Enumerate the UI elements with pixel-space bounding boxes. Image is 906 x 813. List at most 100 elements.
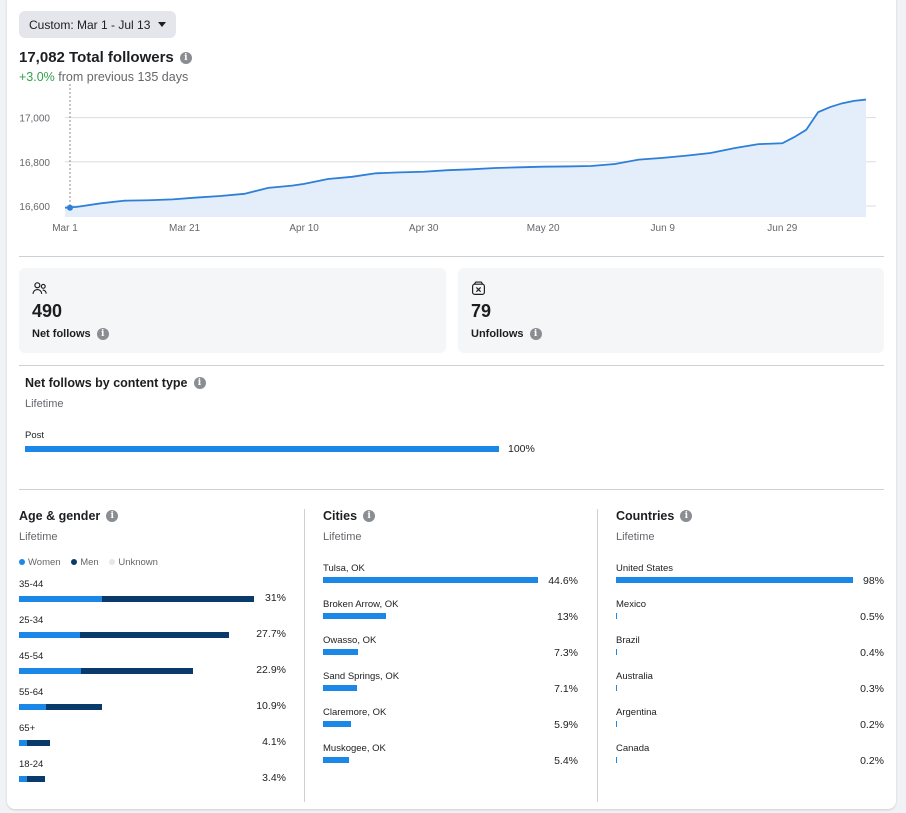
age-row-pct: 27.7% [256, 628, 286, 640]
age-bar-men [102, 596, 254, 602]
cities-period: Lifetime [323, 531, 362, 543]
content-type-period: Lifetime [25, 398, 64, 410]
age-bar-men [45, 704, 102, 710]
country-row-label: Mexico [616, 599, 647, 610]
legend-unknown-label: Unknown [118, 557, 158, 568]
followers-change: +3.0% from previous 135 days [19, 70, 188, 84]
cities-heading: Cities i [323, 509, 376, 523]
age-bar-women [19, 740, 28, 746]
divider [19, 365, 884, 366]
city-row-label: Broken Arrow, OK [323, 599, 399, 610]
date-range-label: Custom: Mar 1 - Jul 13 [29, 17, 151, 32]
city-row-label: Sand Springs, OK [323, 671, 400, 682]
city-row-pct: 7.3% [554, 647, 578, 659]
change-suffix: from previous 135 days [54, 70, 189, 84]
unfollows-label: Unfollows [471, 328, 524, 340]
legend-unknown: Unknown [109, 557, 158, 568]
divider [19, 489, 884, 490]
city-bar [323, 685, 358, 691]
country-bar [616, 685, 617, 691]
info-icon[interactable]: i [363, 510, 376, 522]
city-bar [323, 613, 386, 619]
age-row-label: 35-44 [19, 579, 44, 590]
country-bar [616, 649, 617, 655]
hover-marker-dot [67, 204, 73, 211]
country-bar [616, 613, 618, 619]
legend-women-label: Women [28, 557, 61, 568]
age-bar-women [19, 668, 82, 674]
age-gender-legend: Women Men Unknown [19, 557, 158, 568]
country-row-pct: 0.4% [860, 647, 884, 659]
x-tick-label: May 20 [527, 223, 560, 234]
country-row-label: Australia [616, 671, 653, 682]
series-line [64, 98, 867, 209]
age-bar-men [26, 776, 45, 782]
net-follows-value: 490 [32, 301, 63, 321]
age-row-label: 25-34 [19, 615, 44, 626]
x-tick-label: Apr 30 [409, 223, 439, 234]
city-row-pct: 5.4% [554, 755, 578, 767]
content-type-title: Net follows by content type [25, 376, 188, 390]
age-bar-women [19, 596, 103, 602]
column-divider [304, 509, 305, 802]
country-row-label: Brazil [616, 635, 640, 646]
city-row-pct: 13% [556, 611, 578, 623]
unfollows-value: 79 [471, 301, 492, 321]
country-bar [616, 757, 617, 763]
net-follows-label-row: Net follows i [32, 328, 109, 340]
column-divider [597, 509, 598, 802]
total-followers-text: 17,082 Total followers [19, 49, 174, 66]
age-gender-title: Age & gender [19, 509, 101, 523]
cities-title: Cities [323, 509, 358, 523]
city-bar [323, 721, 352, 727]
legend-women-dot [19, 559, 25, 566]
country-row-label: Argentina [616, 707, 657, 718]
info-icon[interactable]: i [96, 328, 109, 340]
city-bar [323, 649, 359, 655]
city-row-label: Tulsa, OK [323, 563, 365, 574]
country-row-label: Canada [616, 743, 650, 754]
age-gender-heading: Age & gender i [19, 509, 119, 523]
country-row-pct: 0.2% [860, 755, 884, 767]
info-icon[interactable]: i [529, 328, 542, 340]
age-row-pct: 22.9% [256, 664, 286, 676]
content-type-post-label: Post [25, 430, 45, 441]
change-percent: +3.0% [19, 70, 55, 84]
x-tick-label: Apr 10 [289, 223, 319, 234]
content-type-post-pct: 100% [508, 443, 535, 455]
city-row-label: Owasso, OK [323, 635, 377, 646]
y-tick-label: 16,600 [19, 202, 50, 213]
countries-period: Lifetime [616, 531, 655, 543]
info-icon[interactable]: i [193, 377, 206, 389]
city-bar [323, 757, 350, 763]
y-tick-label: 16,800 [19, 158, 50, 169]
age-row-pct: 4.1% [262, 736, 286, 748]
country-bar [616, 577, 853, 583]
net-follows-box: 490 Net follows i [19, 268, 446, 353]
country-row-pct: 0.2% [860, 719, 884, 731]
age-row-pct: 3.4% [262, 772, 286, 784]
date-range-button[interactable]: Custom: Mar 1 - Jul 13 [19, 11, 177, 38]
country-row-pct: 98% [862, 575, 884, 587]
unfollows-box: 79 Unfollows i [458, 268, 884, 353]
info-icon[interactable]: i [680, 510, 693, 522]
x-tick-label: Mar 1 [52, 223, 78, 234]
content-type-post-bar [25, 446, 499, 452]
age-row-label: 18-24 [19, 759, 44, 770]
people-icon [32, 282, 47, 294]
net-follows-label: Net follows [32, 328, 91, 340]
info-icon[interactable]: i [106, 510, 119, 522]
age-row-label: 45-54 [19, 651, 44, 662]
info-icon[interactable]: i [179, 51, 192, 64]
content-type-heading: Net follows by content type i [25, 376, 206, 390]
age-bar-women [19, 704, 46, 710]
city-row-pct: 44.6% [548, 575, 578, 587]
age-bar-women [19, 776, 27, 782]
legend-men-label: Men [80, 557, 99, 568]
followers-card [7, 0, 896, 809]
country-bar [616, 721, 617, 727]
y-tick-label: 17,000 [19, 114, 50, 125]
countries-title: Countries [616, 509, 675, 523]
city-row-pct: 7.1% [554, 683, 578, 695]
